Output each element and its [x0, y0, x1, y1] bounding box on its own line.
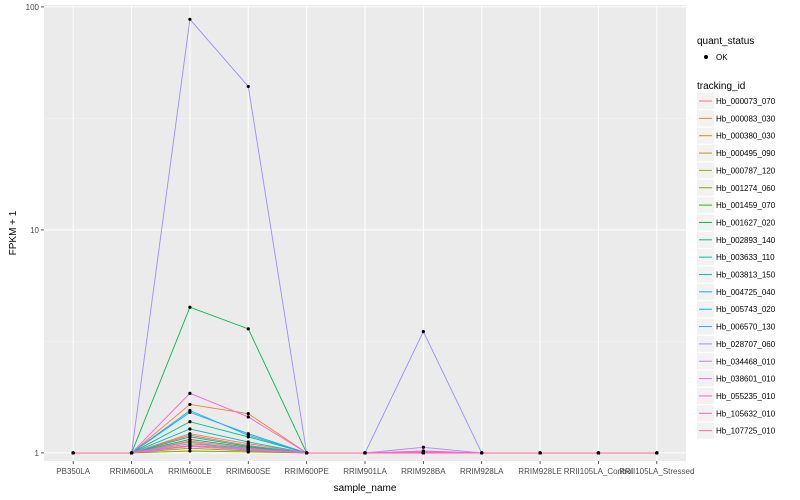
x-tick-label: RRIM600SE [226, 467, 270, 476]
quant-status-ok-key [704, 55, 708, 59]
legend-label: Hb_038601_010 [716, 375, 776, 384]
data-point [188, 17, 192, 21]
data-point [188, 442, 192, 446]
legend-label: Hb_105632_010 [716, 409, 776, 418]
tracking-id-legend-title: tracking_id [697, 81, 745, 92]
data-point [246, 415, 250, 419]
y-axis-title: FPKM + 1 [8, 210, 19, 255]
x-tick-label: RRIM901LA [343, 467, 387, 476]
series-points [71, 17, 659, 455]
data-point [305, 451, 309, 455]
data-point [246, 84, 250, 89]
data-point [188, 391, 192, 395]
legend-label: Hb_001274_060 [716, 184, 776, 193]
data-point [480, 451, 484, 455]
x-axis: PB350LA RRIM600LA RRIM600LE RRIM600SE RRIM60… [56, 461, 694, 476]
x-tick-label: RRIM928LA [460, 467, 504, 476]
x-tick-label: RRIM928BA [401, 467, 446, 476]
y-tick-label: 100 [26, 3, 40, 12]
data-point [71, 451, 75, 455]
legend-label: Hb_034468_010 [716, 357, 776, 366]
data-point [129, 451, 134, 455]
data-point [188, 402, 192, 407]
legend-label: Hb_001459_070 [716, 201, 776, 210]
data-point [188, 444, 192, 448]
data-point [421, 329, 425, 334]
y-axis: 1 10 100 [26, 3, 44, 458]
data-point [246, 433, 250, 437]
data-point [421, 445, 425, 449]
data-point [596, 451, 601, 455]
data-point [246, 442, 250, 446]
quant-status-legend-title: quant_status [697, 36, 754, 47]
legend-label: Hb_002893_140 [716, 236, 776, 245]
data-point [538, 451, 542, 455]
x-axis-title: sample_name [334, 483, 397, 494]
legend-label: Hb_004725_040 [716, 288, 776, 297]
legend-label: Hb_000380_030 [716, 132, 776, 141]
data-point [188, 427, 192, 431]
data-point [246, 327, 250, 331]
data-point [246, 446, 250, 450]
data-point [421, 451, 425, 455]
legend-label: Hb_000495_090 [716, 149, 776, 158]
legend-label: Hb_000073_070 [716, 97, 776, 106]
legend: quant_status OK tracking_id Hb_000073_07… [697, 36, 776, 439]
legend-label: Hb_005743_020 [716, 305, 776, 314]
legend-label: Hb_003633_110 [716, 253, 775, 262]
data-point [363, 451, 367, 455]
data-point [188, 449, 192, 453]
legend-label: Hb_028707_060 [716, 340, 776, 349]
data-point [188, 439, 192, 443]
data-point [188, 305, 192, 309]
tracking-id-legend-items: Hb_000073_070 Hb_000083_030 Hb_000380_030 H… [697, 93, 776, 439]
y-tick-label: 1 [35, 449, 40, 458]
legend-label: Hb_001627_020 [716, 218, 776, 227]
x-tick-label: RRII105LA_Stressed [619, 467, 694, 476]
data-point [188, 435, 192, 439]
legend-label: Hb_055235_010 [716, 392, 776, 401]
data-point [655, 451, 659, 455]
x-tick-label: RRIM600LE [168, 467, 212, 476]
y-tick-label: 10 [30, 226, 39, 235]
x-tick-label: PB350LA [56, 467, 90, 476]
legend-label: Hb_006570_130 [716, 323, 776, 332]
legend-label: Hb_003813_150 [716, 271, 776, 280]
legend-label: Hb_000083_030 [716, 114, 776, 123]
x-tick-label: RRIM928LE [518, 467, 562, 476]
quant-status-ok-label: OK [716, 53, 728, 62]
data-point [188, 420, 192, 424]
data-point [246, 412, 250, 416]
data-point [188, 408, 192, 413]
data-point [188, 432, 192, 436]
x-tick-label: RRIM600LA [110, 467, 154, 476]
legend-label: Hb_107725_010 [716, 427, 776, 436]
x-tick-label: RRIM600PE [284, 467, 328, 476]
legend-label: Hb_000787_120 [716, 166, 776, 175]
x-tick-label: RRII105LA_Control [564, 467, 634, 476]
